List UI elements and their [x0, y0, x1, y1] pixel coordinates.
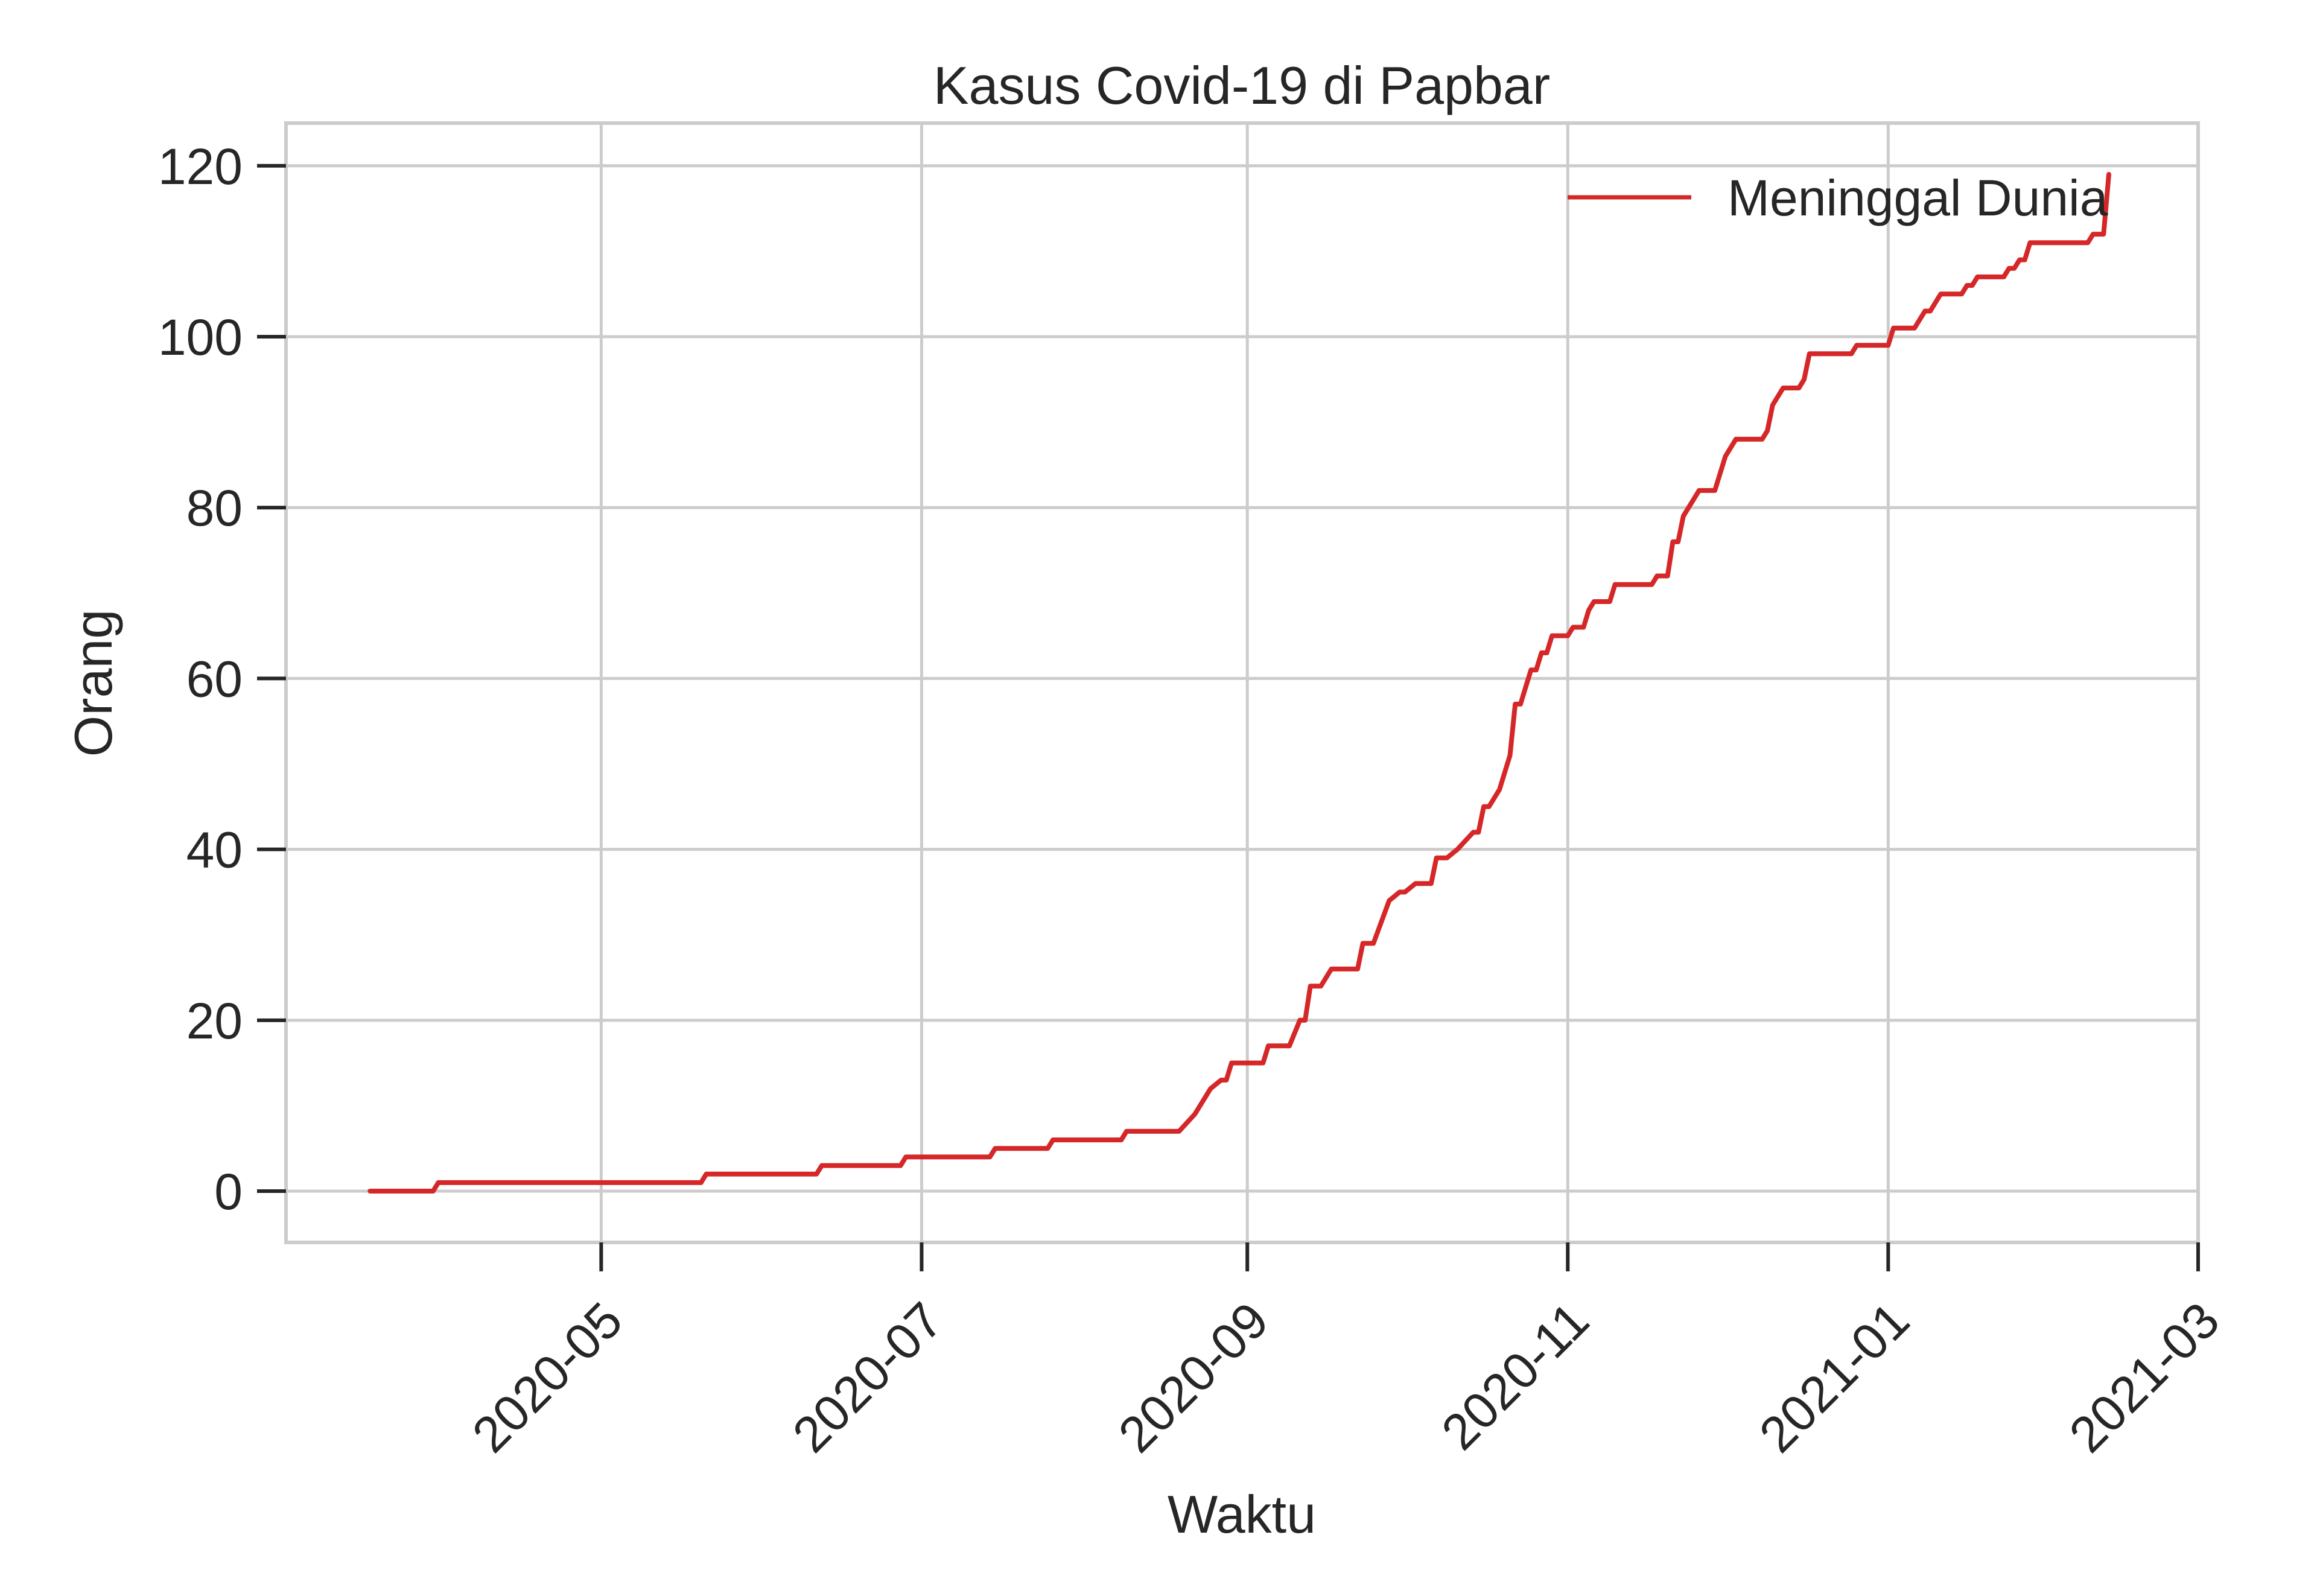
plot-frame — [284, 121, 2200, 1244]
y-axis-label: Orang — [63, 609, 123, 757]
chart-title: Kasus Covid-19 di Papbar — [933, 56, 1550, 115]
legend: Meninggal Dunia — [1568, 170, 2108, 226]
x-tick-label: 2020-05 — [462, 1291, 633, 1463]
y-tick-label: 80 — [186, 480, 243, 536]
y-tick-label: 120 — [158, 138, 243, 195]
series-layer — [367, 172, 2111, 1194]
x-tick-label: 2020-09 — [1107, 1291, 1279, 1463]
y-tick-label: 0 — [214, 1163, 243, 1220]
y-tick-label: 100 — [158, 309, 243, 366]
x-tick-label: 2021-03 — [2058, 1291, 2230, 1463]
y-tick-label: 60 — [186, 650, 243, 707]
x-axis-label: Waktu — [1168, 1484, 1316, 1544]
x-tick-label: 2020-07 — [782, 1291, 953, 1463]
x-tick-label: 2020-11 — [1431, 1291, 1600, 1460]
y-tick-label: 40 — [186, 822, 243, 879]
y-tick-label: 20 — [186, 993, 243, 1049]
series-line-meninggal-dunia — [367, 172, 2111, 1194]
grid-layer — [286, 123, 2200, 1242]
x-tick-label: 2021-01 — [1749, 1291, 1920, 1463]
legend-label-meninggal-dunia: Meninggal Dunia — [1727, 170, 2108, 226]
